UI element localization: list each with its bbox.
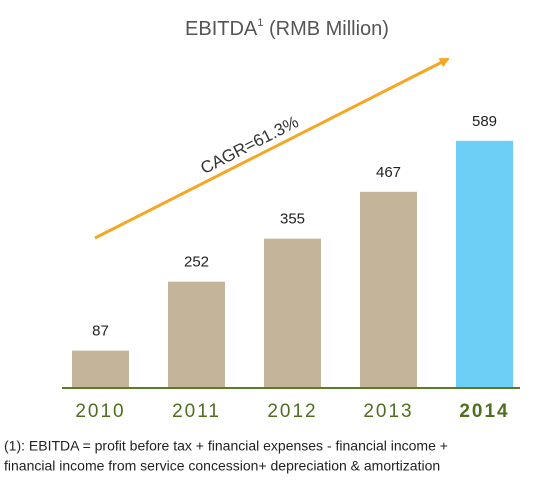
annotation: CAGR=61.3% — [197, 112, 301, 178]
title-superscript: 1 — [257, 17, 263, 29]
x-tick-label: 2014 — [459, 401, 509, 422]
x-tick-label: 2012 — [267, 401, 317, 422]
bar — [360, 191, 417, 387]
trend-arrow — [94, 57, 450, 240]
bar — [456, 140, 513, 387]
data-label: 467 — [376, 164, 401, 181]
data-label: 87 — [92, 323, 109, 340]
x-tick-label: 2011 — [172, 401, 221, 422]
x-tick-label: 2013 — [363, 401, 413, 422]
data-label: 355 — [280, 211, 305, 228]
bar — [168, 281, 225, 387]
data-label: 252 — [184, 254, 209, 271]
footnote: financial income from service concession… — [4, 458, 440, 474]
data-label: 589 — [472, 113, 497, 130]
chart-title: EBITDA1 (RMB Million) — [185, 17, 389, 40]
footnote: (1): EBITDA = profit before tax + financ… — [4, 438, 448, 454]
bar — [264, 238, 321, 387]
x-tick-label: 2010 — [75, 401, 125, 422]
title-suffix: (RMB Million) — [263, 18, 389, 40]
bar — [72, 350, 129, 387]
title-main: EBITDA — [185, 18, 258, 40]
